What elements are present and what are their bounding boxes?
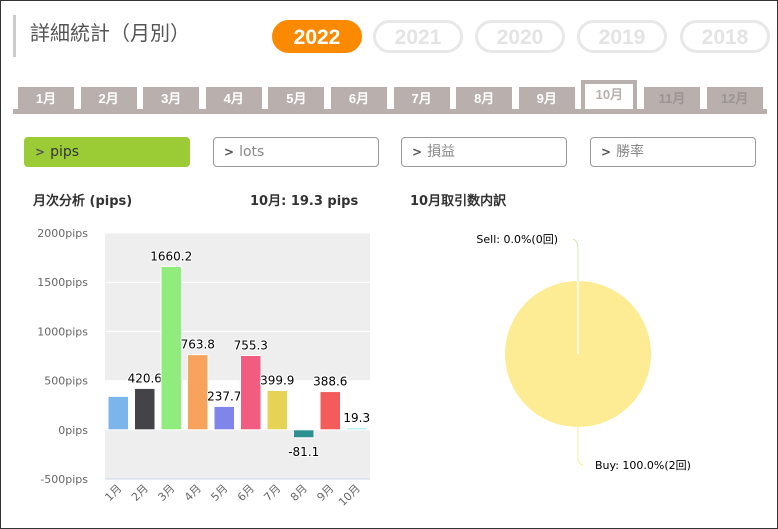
bar-8月	[293, 429, 315, 439]
x-tick-label: 2月	[129, 482, 151, 504]
x-tick-label: 6月	[235, 482, 257, 504]
pie-chart: Sell: 0.0%(0回) Buy: 100.0%(2回)	[476, 233, 691, 472]
data-label: 420.6	[128, 371, 162, 385]
tab-month-11[interactable]: 11月	[644, 87, 700, 109]
y-tick-label: 1500pips	[37, 276, 88, 289]
month-summary: 10月: 19.3 pips	[250, 194, 359, 209]
metric-label: 損益	[427, 144, 456, 160]
chevron-right-icon: >	[412, 145, 423, 159]
metric-label: 勝率	[616, 144, 645, 160]
metric-label: lots	[239, 144, 265, 160]
metric-button-4[interactable]: > 勝率	[590, 137, 756, 167]
plot-background	[105, 233, 370, 479]
bar-2月	[134, 387, 156, 431]
tab-month-5[interactable]: 5月	[268, 87, 325, 109]
chart-heading: 月次分析 (pips)	[33, 194, 133, 209]
x-tick-label: 1月	[102, 482, 124, 504]
tab-month-12[interactable]: 12月	[706, 87, 763, 109]
tab-month-6[interactable]: 6月	[331, 87, 387, 109]
bar-6月	[240, 354, 262, 431]
x-tick-label: 5月	[208, 482, 230, 504]
metric-label: pips	[50, 144, 80, 160]
metric-button-2[interactable]: > lots	[213, 137, 379, 167]
data-label: 755.3	[234, 338, 268, 352]
tab-month-10[interactable]: 10月	[581, 80, 638, 114]
data-label: -81.1	[288, 445, 319, 459]
x-tick-label: 10月	[336, 482, 363, 509]
bar-chart: 2000pips 1500pips 1000pips 500pips 0pips -500…	[37, 227, 371, 509]
bar-4月	[187, 354, 209, 431]
y-tick-label: 1000pips	[37, 325, 88, 338]
sell-label: Sell: 0.0%(0回)	[476, 233, 558, 246]
tab-bar-underline	[13, 109, 767, 114]
metric-button-1[interactable]: > pips	[24, 137, 190, 167]
tab-month-1[interactable]: 1月	[18, 87, 74, 109]
year-2021[interactable]: 2021	[373, 20, 463, 53]
data-label: 763.8	[181, 338, 215, 352]
sell-connector	[572, 238, 579, 281]
pie-heading: 10月取引数内訳	[410, 194, 507, 209]
year-2018[interactable]: 2018	[680, 20, 770, 53]
buy-label: Buy: 100.0%(2回)	[595, 459, 691, 472]
tab-month-4[interactable]: 4月	[205, 87, 262, 109]
year-2019[interactable]: 2019	[577, 20, 667, 53]
tab-month-3[interactable]: 3月	[143, 87, 200, 109]
data-label: 19.3	[343, 411, 370, 425]
y-tick-label: -500pips	[40, 473, 88, 486]
tab-month-9[interactable]: 9月	[518, 87, 575, 109]
data-label: 399.9	[260, 373, 294, 387]
bar-1月	[107, 395, 129, 431]
x-tick-label: 3月	[155, 482, 177, 504]
chevron-right-icon: >	[601, 145, 612, 159]
tab-month-8[interactable]: 8月	[456, 87, 513, 109]
data-label: 1660.2	[150, 249, 192, 263]
x-tick-label: 9月	[314, 482, 336, 504]
chevron-right-icon: >	[224, 145, 235, 159]
x-tick-label: 7月	[261, 482, 283, 504]
tab-month-7[interactable]: 7月	[393, 87, 450, 109]
y-tick-label: 2000pips	[37, 227, 88, 240]
data-label: 388.6	[313, 375, 347, 389]
tab-month-2[interactable]: 2月	[80, 87, 137, 109]
bar-3月	[160, 265, 182, 431]
x-tick-label: 8月	[288, 482, 310, 504]
chevron-right-icon: >	[35, 145, 46, 159]
metric-button-3[interactable]: > 損益	[401, 137, 567, 167]
y-tick-label: 500pips	[44, 375, 88, 388]
buy-connector	[577, 427, 584, 466]
page-title: 詳細統計（月別）	[13, 15, 190, 57]
bar-7月	[266, 389, 288, 431]
y-tick-label: 0pips	[58, 424, 88, 437]
data-label: 237.7	[207, 389, 241, 403]
year-2020[interactable]: 2020	[475, 20, 565, 53]
bar-10月	[346, 427, 368, 431]
bar-9月	[319, 391, 341, 431]
year-2022[interactable]: 2022	[272, 20, 362, 53]
x-tick-label: 4月	[182, 482, 204, 504]
bar-5月	[213, 405, 235, 431]
